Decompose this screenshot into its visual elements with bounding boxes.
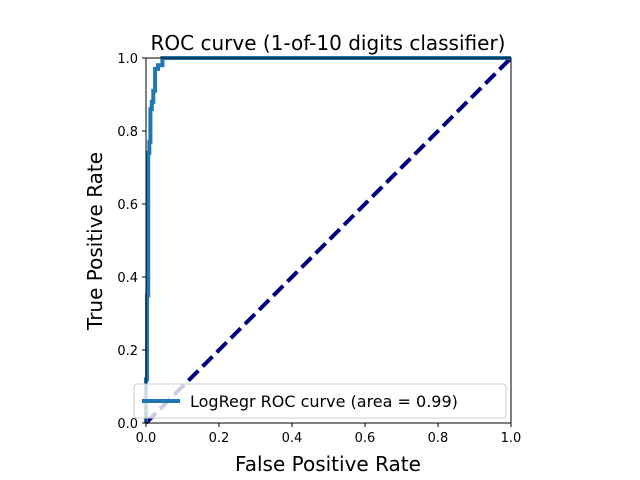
y-tick-label: 0.0 [117, 417, 138, 432]
y-tick-label: 0.4 [117, 271, 138, 286]
roc-curve-line [144, 56, 511, 423]
x-axis-label: False Positive Rate [235, 452, 421, 476]
legend-label-logregr: LogRegr ROC curve (area = 0.99) [190, 392, 458, 411]
x-tick-label: 0.4 [282, 431, 303, 446]
y-tick-label: 0.2 [117, 344, 138, 359]
x-tick-label: 0.0 [136, 431, 157, 446]
chart-title: ROC curve (1-of-10 digits classifier) [151, 31, 506, 55]
y-tick-label: 0.8 [117, 125, 138, 140]
x-tick-label: 0.2 [209, 431, 230, 446]
legend-box [133, 383, 507, 419]
x-axis-ticks: 0.0 0.2 0.4 0.6 0.8 1.0 [136, 423, 522, 446]
y-tick-label: 1.0 [117, 52, 138, 67]
x-tick-label: 1.0 [501, 431, 522, 446]
legend: LogRegr ROC curve (area = 0.99) [133, 383, 507, 419]
y-tick-label: 0.6 [117, 198, 138, 213]
plot-frame [145, 57, 512, 424]
x-tick-label: 0.8 [428, 431, 449, 446]
random-guess-line [144, 56, 513, 425]
x-tick-label: 0.6 [355, 431, 376, 446]
y-axis-label: True Positive Rate [83, 152, 107, 331]
y-axis-ticks: 0.0 0.2 0.4 0.6 0.8 1.0 [117, 52, 146, 432]
plot-area [144, 56, 513, 425]
